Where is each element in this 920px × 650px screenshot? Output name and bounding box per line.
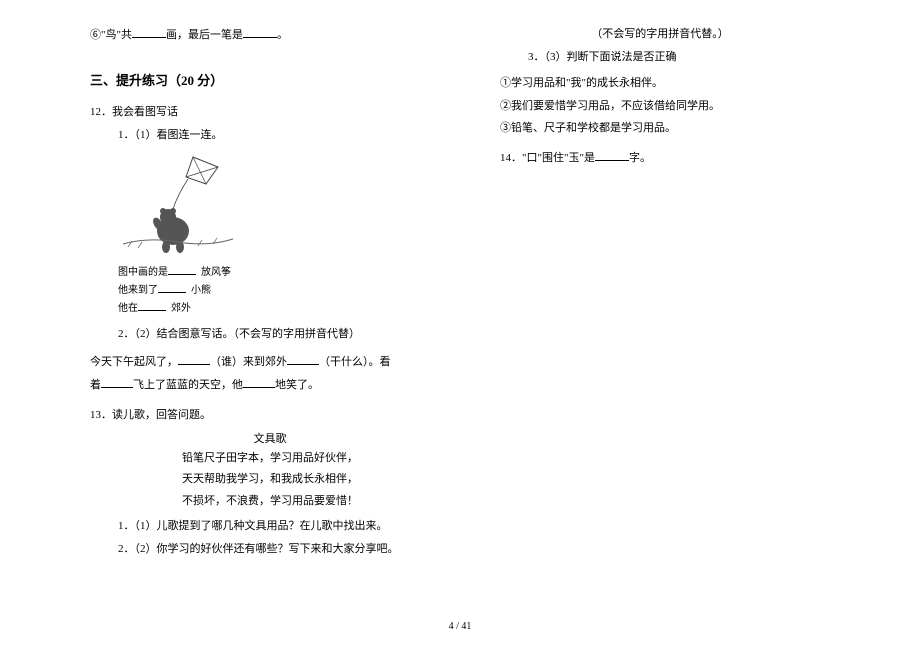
left-column: ⑥"鸟"共 画，最后一笔是 。 三、提升练习（20 分） 12．我会看图写话 1．（…: [90, 20, 450, 563]
poem-l3: 不损坏，不浪费，学习用品要爱惜！: [90, 493, 450, 511]
kite-bear-image: [118, 149, 238, 259]
c2a: 他来到了: [118, 285, 158, 296]
q12-para1: 今天下午起风了， （谁）来到郊外 （干什么）。看: [90, 353, 450, 371]
caption-1: 图中画的是 放风筝: [118, 263, 450, 280]
c2b: 小熊: [191, 285, 211, 296]
pb: （谁）来到郊外: [210, 356, 287, 368]
q6-prefix: ⑥"鸟"共: [90, 29, 132, 41]
blank: [138, 299, 166, 311]
right-column: （不会写的字用拼音代替。） 3．（3）判断下面说法是否正确 ①学习用品和"我"的…: [500, 20, 820, 563]
page-content: ⑥"鸟"共 画，最后一笔是 。 三、提升练习（20 分） 12．我会看图写话 1．（…: [0, 0, 920, 603]
q13-sub2: 2．（2）你学习的好伙伴还有哪些？写下来和大家分享吧。: [90, 541, 450, 558]
pe: 飞上了蓝蓝的天空，他: [133, 379, 243, 391]
blank: [243, 376, 275, 388]
q6-mid: 画，最后一笔是: [166, 29, 243, 41]
sub3: 3．（3）判断下面说法是否正确: [500, 49, 820, 66]
c1a: 图中画的是: [118, 267, 168, 278]
stmt-1: ①学习用品和"我"的成长永相伴。: [500, 75, 820, 92]
q12-sub1: 1．（1）看图连一连。: [90, 127, 450, 144]
q6-line: ⑥"鸟"共 画，最后一笔是 。: [90, 26, 450, 44]
blank: [595, 149, 629, 161]
blank: [158, 281, 186, 293]
poem-l1: 铅笔尺子田字本，学习用品好伙伴，: [90, 450, 450, 468]
pc: （干什么）。看: [319, 356, 391, 368]
q13-num: 13．读儿歌，回答问题。: [90, 406, 450, 422]
q14a: 14．"口"围住"玉"是: [500, 152, 595, 164]
q12-para2: 着 飞上了蓝蓝的天空，他 地笑了。: [90, 376, 450, 394]
blank: [287, 353, 319, 365]
section3-heading: 三、提升练习（20 分）: [90, 70, 450, 89]
blank: [132, 26, 166, 38]
blank: [178, 353, 210, 365]
blank: [168, 263, 196, 275]
pd: 着: [90, 379, 101, 391]
pf: 地笑了。: [275, 379, 319, 391]
poem-title: 文具歌: [90, 430, 450, 446]
stmt-2: ②我们要爱惜学习用品，不应该借给同学用。: [500, 98, 820, 115]
blank: [101, 376, 133, 388]
q13-sub1: 1．（1）儿歌提到了哪几种文具用品？在儿歌中找出来。: [90, 518, 450, 535]
q14: 14．"口"围住"玉"是 字。: [500, 149, 820, 167]
pa: 今天下午起风了，: [90, 356, 178, 368]
q6-suffix: 。: [277, 29, 288, 41]
page-number: 4 / 41: [0, 621, 920, 632]
blank: [243, 26, 277, 38]
q12-num: 12．我会看图写话: [90, 103, 450, 119]
caption-block: 图中画的是 放风筝 他来到了 小熊 他在 郊外: [90, 263, 450, 316]
caption-3: 他在 郊外: [118, 299, 450, 316]
c1b: 放风筝: [201, 267, 231, 278]
q12-sub2: 2．（2）结合图意写话。（不会写的字用拼音代替）: [90, 326, 450, 343]
stmt-3: ③铅笔、尺子和学校都是学习用品。: [500, 120, 820, 137]
c3b: 郊外: [171, 303, 191, 314]
q14b: 字。: [629, 152, 651, 164]
poem-l2: 天天帮助我学习，和我成长永相伴，: [90, 471, 450, 489]
caption-2: 他来到了 小熊: [118, 281, 450, 298]
note-line: （不会写的字用拼音代替。）: [500, 26, 820, 43]
c3a: 他在: [118, 303, 138, 314]
